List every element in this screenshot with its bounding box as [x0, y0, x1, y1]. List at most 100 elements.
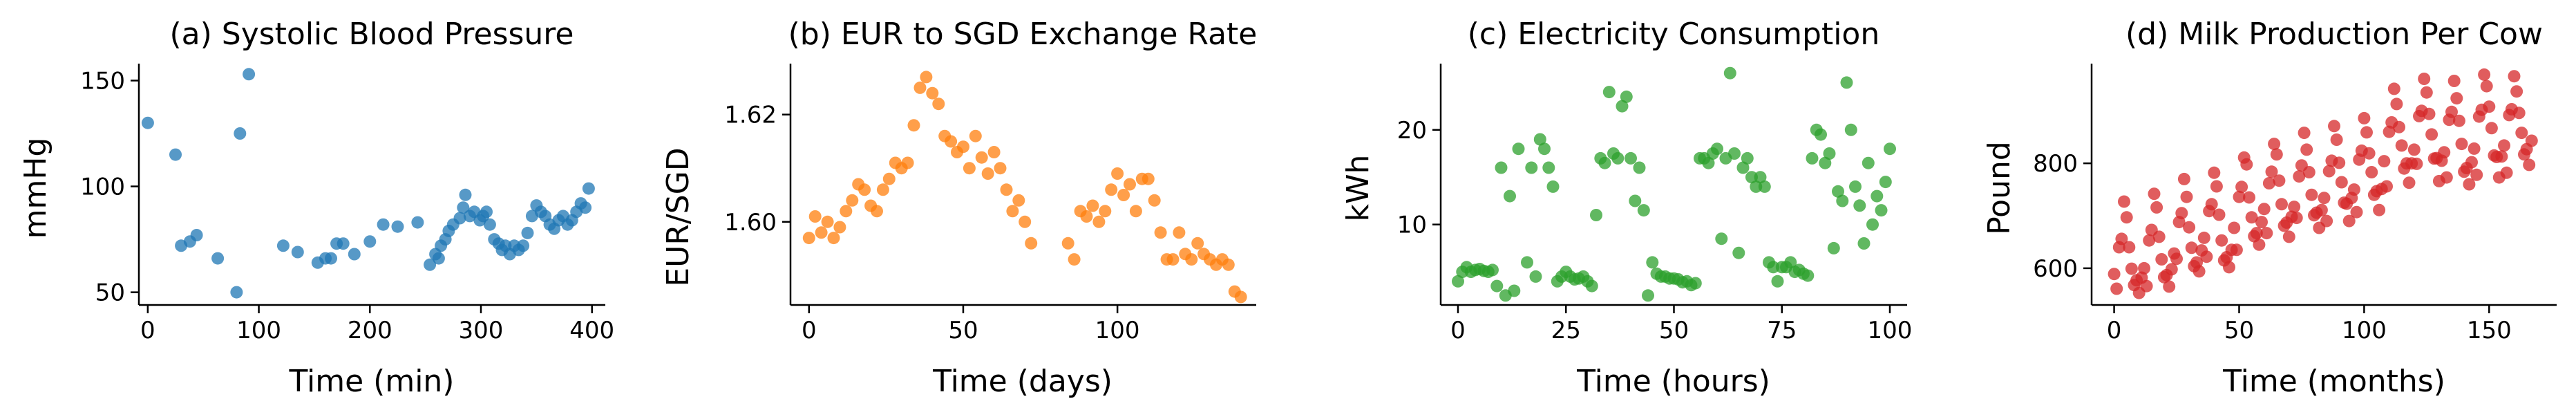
- data-point: [975, 151, 988, 164]
- data-point: [483, 218, 496, 231]
- data-point: [2468, 142, 2481, 155]
- data-point: [1585, 279, 1598, 293]
- axis-ticks: 0 25 50 75 100 10 20: [1397, 117, 1913, 344]
- data-point: [2123, 241, 2136, 254]
- data-point: [1741, 151, 1754, 165]
- data-point: [926, 86, 939, 100]
- data-point: [994, 162, 1007, 175]
- data-point: [2185, 241, 2198, 254]
- panel-systolic-blood-pressure: (a) Systolic Blood Pressure mmHg Time (m…: [18, 17, 614, 399]
- data-points: [802, 71, 1247, 304]
- data-point: [2175, 207, 2188, 220]
- data-point: [2300, 143, 2313, 156]
- y-tick-label: 20: [1397, 117, 1427, 145]
- data-points: [2108, 68, 2538, 299]
- data-point: [1629, 194, 1642, 207]
- data-point: [2500, 166, 2513, 179]
- data-point: [1827, 241, 1840, 254]
- data-point: [1849, 180, 1862, 193]
- axis-ticks: 0 50 100 1.60 1.62: [724, 102, 1139, 344]
- data-point: [2333, 156, 2346, 169]
- data-point: [517, 239, 530, 252]
- data-point: [1853, 199, 1866, 212]
- data-point: [2223, 261, 2235, 274]
- data-point: [2108, 268, 2121, 281]
- data-point: [1745, 171, 1758, 184]
- x-tick-label: 100: [236, 317, 281, 344]
- data-point: [1154, 226, 1167, 239]
- data-point: [945, 135, 958, 148]
- y-tick-label: 1.60: [724, 209, 777, 237]
- x-tick-label: 200: [348, 317, 392, 344]
- data-point: [2293, 170, 2306, 183]
- x-tick-label: 150: [2467, 317, 2512, 344]
- data-point: [987, 146, 1001, 158]
- data-point: [1611, 151, 1625, 165]
- data-point: [2387, 82, 2400, 95]
- data-point: [2465, 156, 2478, 169]
- data-point: [1836, 194, 1849, 207]
- data-point: [1732, 246, 1745, 259]
- data-point: [2213, 208, 2226, 221]
- data-point: [2298, 127, 2311, 140]
- data-point: [276, 239, 290, 252]
- data-point: [2163, 280, 2176, 293]
- data-point: [876, 183, 889, 196]
- data-point: [2378, 155, 2391, 168]
- y-tick-label: 800: [2033, 150, 2078, 178]
- data-points: [141, 68, 595, 299]
- data-point: [1728, 147, 1741, 160]
- data-point: [1512, 142, 1525, 156]
- data-point: [2318, 192, 2331, 205]
- data-point: [2270, 148, 2283, 161]
- data-point: [432, 252, 445, 265]
- x-axis-label: Time (hours): [1576, 364, 1770, 399]
- data-point: [1646, 256, 1659, 269]
- data-point: [2268, 138, 2281, 151]
- panel-milk-production: (d) Milk Production Per Cow Pound Time (…: [1982, 17, 2557, 399]
- data-point: [1736, 161, 1750, 174]
- data-point: [1620, 90, 1633, 103]
- data-point: [2322, 165, 2336, 178]
- data-point: [2305, 188, 2318, 201]
- data-point: [2508, 70, 2521, 83]
- data-point: [907, 119, 920, 132]
- data-point: [2485, 122, 2498, 135]
- data-point: [1832, 185, 1844, 198]
- data-point: [1590, 209, 1602, 221]
- data-point: [2498, 139, 2510, 152]
- data-point: [2395, 139, 2408, 152]
- data-point: [2282, 230, 2295, 243]
- data-point: [2288, 201, 2301, 214]
- data-point: [337, 237, 350, 250]
- data-point: [2290, 212, 2303, 225]
- x-tick-label: 100: [1868, 317, 1913, 344]
- data-point: [2118, 195, 2130, 208]
- y-tick-label: 600: [2033, 255, 2078, 283]
- data-point: [932, 98, 945, 111]
- data-point: [882, 172, 896, 185]
- data-point: [211, 252, 225, 265]
- panel-eur-sgd-exchange-rate: (b) EUR to SGD Exchange Rate EUR/SGD Tim…: [661, 17, 1257, 399]
- panel-electricity-consumption: (c) Electricity Consumption kWh Time (ho…: [1341, 17, 1912, 399]
- data-point: [2420, 86, 2433, 99]
- data-point: [1711, 142, 1723, 156]
- data-point: [1771, 275, 1784, 288]
- data-point: [2152, 230, 2166, 243]
- data-point: [2240, 158, 2253, 171]
- data-point: [2250, 227, 2263, 240]
- data-point: [2440, 171, 2453, 184]
- x-axis-label: Time (months): [2222, 364, 2445, 399]
- data-point: [1633, 161, 1646, 174]
- data-point: [2180, 190, 2193, 203]
- data-point: [377, 218, 390, 231]
- data-point: [2257, 203, 2271, 216]
- data-point: [2148, 187, 2161, 201]
- data-point: [1866, 218, 1879, 231]
- data-point: [2470, 168, 2483, 181]
- data-point: [1625, 151, 1637, 165]
- data-point: [234, 127, 247, 140]
- data-point: [1490, 279, 1504, 293]
- data-point: [871, 205, 883, 218]
